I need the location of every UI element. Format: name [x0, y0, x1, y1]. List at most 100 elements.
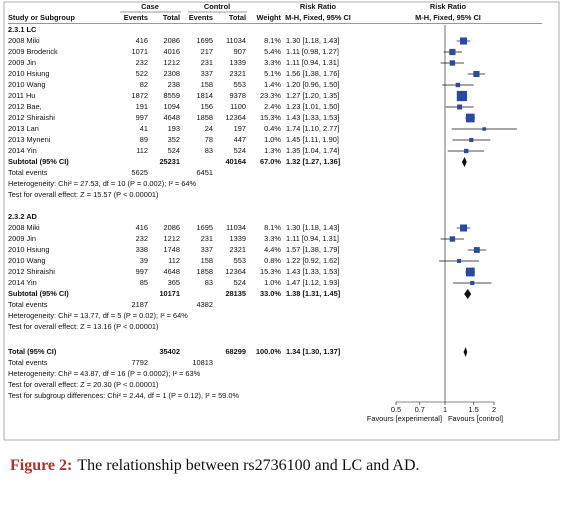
header-method: M-H, Fixed, 95% CI	[285, 13, 351, 22]
study-square	[465, 267, 475, 277]
case-total: 1212	[164, 58, 180, 67]
study-square	[473, 247, 480, 253]
case-events: 85	[140, 278, 148, 287]
case-events: 1071	[132, 47, 148, 56]
control-events: 217	[201, 47, 213, 56]
control-events: 337	[201, 245, 213, 254]
case-total: 2086	[164, 223, 180, 232]
risk-ratio-ci: 1.20 [0.96, 1.50]	[286, 80, 339, 89]
control-total: 197	[234, 124, 246, 133]
control-events: 1858	[197, 267, 213, 276]
x-tick-label: 1.5	[469, 405, 479, 414]
case-total: 524	[168, 146, 180, 155]
study-name: 2009 Jin	[8, 234, 36, 243]
weight: 0.4%	[264, 124, 281, 133]
x-tick-label: 2	[492, 405, 496, 414]
control-total: 524	[234, 278, 246, 287]
case-total: 1212	[164, 234, 180, 243]
control-total: 1339	[230, 58, 246, 67]
risk-ratio-ci: 1.45 [1.11, 1.90]	[286, 135, 339, 144]
case-total: 25231	[159, 157, 180, 166]
risk-ratio-ci: 1.35 [1.04, 1.74]	[286, 146, 339, 155]
total-events-label: Total events	[8, 168, 48, 177]
case-events: 997	[136, 267, 148, 276]
weight: 15.3%	[260, 113, 281, 122]
case-events: 82	[140, 80, 148, 89]
weight: 1.0%	[264, 135, 281, 144]
control-total: 12364	[225, 113, 246, 122]
weight: 8.1%	[264, 36, 281, 45]
control-total: 68299	[225, 347, 246, 356]
study-name: 2011 Hu	[8, 91, 35, 100]
study-name: 2012 Shiraishi	[8, 113, 55, 122]
summary-label: Total (95% CI)	[8, 347, 57, 356]
risk-ratio-ci: 1.23 [1.01, 1.50]	[286, 102, 339, 111]
case-total: 352	[168, 135, 180, 144]
figure-border	[3, 1, 560, 441]
study-square	[457, 259, 462, 263]
risk-ratio-ci: 1.30 [1.18, 1.43]	[286, 223, 339, 232]
header-events: Events	[189, 13, 213, 22]
study-square	[482, 127, 486, 131]
control-total: 2321	[230, 245, 246, 254]
summary-diamond	[463, 347, 468, 357]
study-square	[470, 280, 475, 286]
risk-ratio-ci: 1.56 [1.38, 1.76]	[286, 69, 339, 78]
case-events: 522	[136, 69, 148, 78]
subgroup-differences: Test for subgroup differences: Chi² = 2.…	[8, 391, 239, 400]
case-events: 39	[140, 256, 148, 265]
forest-plot	[439, 37, 518, 357]
header-study: Study or Subgroup	[8, 13, 75, 22]
x-tick-label: 0.7	[415, 405, 425, 414]
case-total: 112	[168, 256, 180, 265]
case-total: 4648	[164, 113, 180, 122]
study-name: 2014 Yin	[8, 278, 37, 287]
study-square	[456, 90, 468, 102]
control-total: 447	[234, 135, 246, 144]
control-total: 524	[234, 146, 246, 155]
study-name: 2013 Myneni	[8, 135, 51, 144]
summary-diamond	[461, 157, 467, 167]
control-events: 10813	[192, 358, 213, 367]
control-events: 231	[201, 58, 213, 67]
control-events: 337	[201, 69, 213, 78]
group-title: 2.3.1 LC	[8, 25, 37, 34]
header-total: Total	[163, 13, 180, 22]
weight: 33.0%	[260, 289, 281, 298]
header-total: Total	[229, 13, 246, 22]
risk-ratio-ci: 1.74 [1.10, 2.77]	[286, 124, 339, 133]
heterogeneity: Heterogeneity: Chi² = 43.87, df = 16 (P …	[8, 369, 201, 378]
header-risk-ratio: Risk Ratio	[430, 2, 467, 11]
case-total: 1748	[164, 245, 180, 254]
case-events: 416	[136, 223, 148, 232]
study-name: 2010 Hsiung	[8, 245, 50, 254]
x-tick-label: 0.5	[391, 405, 401, 414]
study-square	[457, 104, 463, 110]
weight: 15.3%	[260, 267, 281, 276]
risk-ratio-ci: 1.11 [0.94, 1.31]	[286, 58, 339, 67]
summary-label: Subtotal (95% CI)	[8, 157, 69, 166]
case-events: 2187	[132, 300, 148, 309]
risk-ratio-ci: 1.30 [1.18, 1.43]	[286, 36, 339, 45]
control-events: 1695	[197, 36, 213, 45]
weight: 5.4%	[264, 47, 281, 56]
x-tick-label: 1	[443, 405, 447, 414]
case-events: 5625	[132, 168, 148, 177]
control-total: 907	[234, 47, 246, 56]
control-events: 158	[201, 256, 213, 265]
control-total: 553	[234, 256, 246, 265]
control-total: 11034	[226, 36, 246, 45]
weight: 2.4%	[264, 102, 281, 111]
control-events: 156	[201, 102, 213, 111]
weight: 1.3%	[264, 146, 281, 155]
case-total: 35402	[159, 347, 180, 356]
favours-left: Favours [experimental]	[367, 414, 442, 423]
overall-effect: Test for overall effect: Z = 20.30 (P < …	[8, 380, 159, 389]
case-events: 232	[136, 58, 148, 67]
weight: 1.0%	[264, 278, 281, 287]
weight: 1.4%	[264, 80, 281, 89]
study-name: 2009 Jin	[8, 58, 36, 67]
weight: 3.3%	[264, 58, 281, 67]
risk-ratio-ci: 1.43 [1.33, 1.53]	[286, 267, 339, 276]
study-name: 2012 Shiraishi	[8, 267, 55, 276]
